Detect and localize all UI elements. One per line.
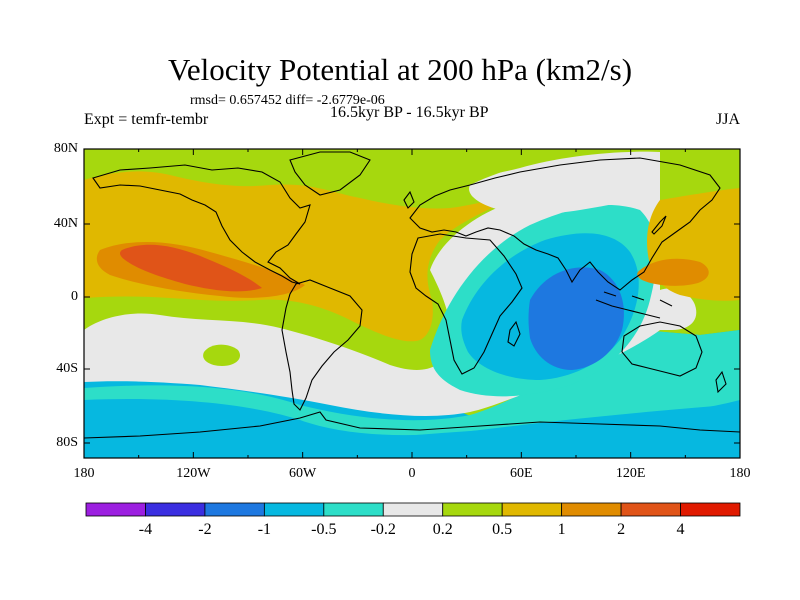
contour-northern-positive (84, 171, 530, 342)
colorbar-swatch (85, 502, 146, 517)
coastline-antarctica (84, 411, 740, 439)
coastline-eurasia (409, 157, 721, 291)
lat-tick-label: 80N (53, 141, 78, 156)
colorbar-swatch (382, 502, 444, 517)
coastline-africa (409, 233, 523, 375)
colorbar-label: 0.2 (432, 521, 453, 538)
lat-tick-label: 40N (53, 216, 78, 231)
lat-tick-label: 0 (71, 289, 78, 304)
colorbar-swatch (501, 502, 563, 517)
colorbar-swatch (145, 502, 206, 517)
lon-tick-label: 120W (176, 466, 211, 481)
lon-tick-label: 0 (408, 466, 416, 481)
coastline-maritime-continent (595, 291, 673, 319)
colorbar-label: 1 (557, 521, 566, 538)
coastline-new-zealand (715, 370, 727, 394)
figure-title: Velocity Potential at 200 hPa (km2/s) (167, 52, 633, 87)
colorbar-swatch (561, 502, 622, 517)
colorbar-label: -2 (198, 521, 212, 538)
contour-eastern-pacific-core (120, 244, 262, 292)
colorbar-swatch (323, 502, 384, 517)
colorbar-label: -1 (257, 521, 272, 538)
contour-fill-layer (84, 149, 740, 458)
colorbar-label: -0.2 (370, 521, 396, 538)
rmsd-diff-stats: rmsd= 0.657452 diff= -2.6779e-06 (190, 93, 385, 108)
coastline-madagascar (507, 320, 521, 347)
colorbar-label: -4 (138, 521, 153, 538)
contour-arctic-green (84, 149, 740, 178)
axis-ticks (83, 148, 741, 458)
colorbar-label: 4 (676, 521, 685, 538)
coastline-british-isles (403, 190, 415, 209)
lon-tick-label: 60W (289, 466, 317, 481)
contour-southern-blue-low (84, 399, 740, 458)
coastline-greenland (289, 151, 371, 196)
colorbar (85, 502, 741, 517)
coastlines (84, 151, 740, 439)
contour-arctic-white (469, 149, 660, 214)
lat-tick-label: 80S (56, 435, 78, 450)
coastline-south-america (281, 279, 363, 411)
colorbar-label: -0.5 (311, 521, 337, 538)
lat-tick-label: 40S (56, 361, 78, 376)
coastline-japan (651, 215, 667, 235)
period-label: 16.5kyr BP - 16.5kyr BP (330, 104, 489, 121)
lon-tick-label: 60E (510, 466, 533, 481)
contour-indian-ocean-blue-core (528, 267, 624, 370)
lon-tick-label: 180 (729, 466, 751, 481)
colorbar-swatch (680, 502, 741, 517)
coastline-australia (621, 321, 703, 377)
colorbar-label: 0.5 (492, 521, 513, 538)
contour-west-pacific-white (660, 288, 697, 330)
contour-south-atlantic-green (203, 344, 241, 366)
colorbar-swatch (620, 502, 681, 517)
season-label: JJA (716, 111, 741, 128)
coastline-north-america (92, 164, 311, 285)
lon-tick-label: 180 (73, 466, 95, 481)
experiment-label: Expt = temfr-tembr (84, 111, 209, 128)
colorbar-swatch (442, 502, 503, 517)
colorbar-label: 2 (617, 521, 626, 538)
colorbar-swatch (263, 502, 325, 517)
colorbar-swatch (204, 502, 265, 517)
lon-tick-label: 120E (615, 466, 646, 481)
contour-west-pacific-orange (637, 258, 709, 286)
